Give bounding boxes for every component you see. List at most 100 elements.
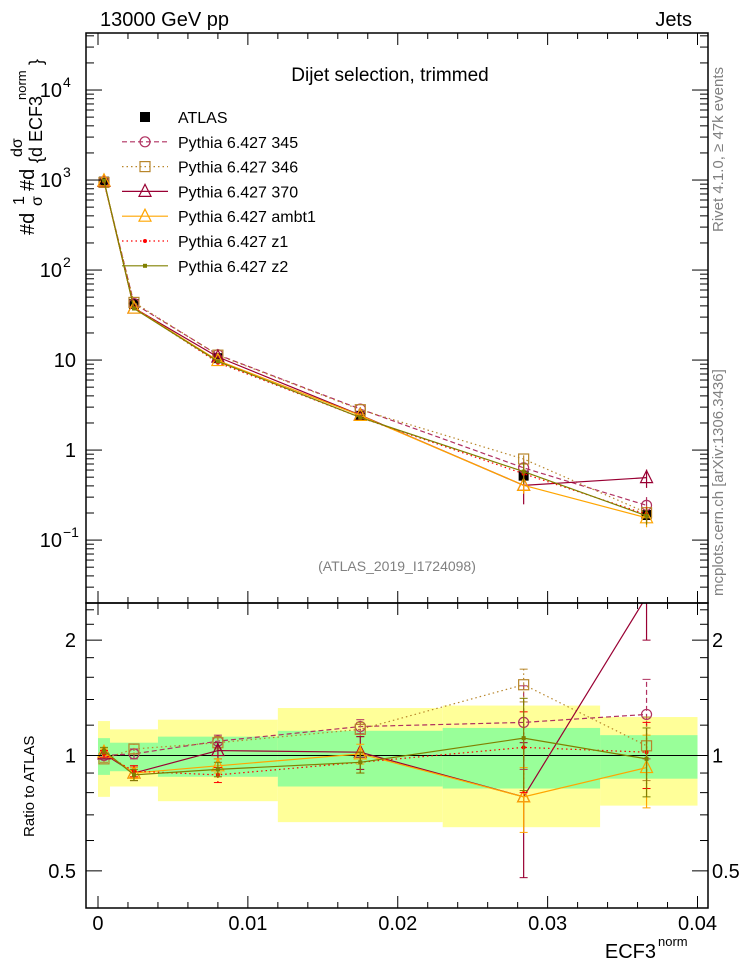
y-tick-label: 10 bbox=[40, 80, 62, 102]
legend-marker bbox=[143, 239, 147, 243]
ratio-y-tick-label: 2 bbox=[65, 630, 76, 652]
ratio-point bbox=[128, 743, 140, 755]
series-346 bbox=[98, 176, 653, 521]
legend-entry: Pythia 6.427 370 bbox=[122, 183, 298, 201]
ratio-point bbox=[641, 589, 653, 601]
data-point bbox=[126, 299, 141, 314]
legend-marker bbox=[140, 112, 150, 122]
analysis-annotation: (ATLAS_2019_I1724098) bbox=[318, 558, 476, 574]
y-label-d2: #d bbox=[17, 169, 39, 191]
legend-marker bbox=[138, 183, 152, 197]
series-line bbox=[103, 181, 647, 506]
legend-entry: ATLAS bbox=[140, 110, 228, 127]
stat-uncertainty-band bbox=[442, 727, 601, 789]
y-label-one: 1 bbox=[11, 196, 28, 205]
data-point bbox=[101, 178, 106, 183]
rivet-label: Rivet 4.1.0, ≥ 47k events bbox=[710, 67, 727, 232]
ratio-y-axis-label: Ratio to ATLAS bbox=[21, 736, 38, 837]
legend-label: Pythia 6.427 370 bbox=[178, 184, 298, 201]
y-tick-label: 10 bbox=[40, 530, 62, 552]
legend-marker bbox=[139, 136, 151, 148]
data-point bbox=[521, 469, 526, 474]
ratio-series-line bbox=[103, 737, 647, 776]
data-point bbox=[639, 469, 654, 484]
legend-marker bbox=[139, 161, 151, 173]
data-point bbox=[131, 306, 136, 311]
series-z2 bbox=[101, 178, 649, 525]
series-line bbox=[103, 181, 647, 515]
series-line bbox=[103, 180, 647, 517]
legend-entry: Pythia 6.427 ambt1 bbox=[122, 207, 316, 226]
ratio-point bbox=[518, 679, 530, 691]
data-point bbox=[516, 477, 531, 491]
legend-entry: Pythia 6.427 z2 bbox=[122, 259, 288, 276]
legend-label: Pythia 6.427 z2 bbox=[178, 259, 288, 276]
x-tick-label: 0.01 bbox=[228, 913, 267, 935]
legend: ATLAS Pythia 6.427 345 Pythia 6.427 346 Pyt… bbox=[122, 110, 316, 276]
data-point bbox=[215, 359, 220, 364]
ratio-point bbox=[215, 767, 220, 772]
data-point bbox=[644, 513, 649, 518]
legend-label: Pythia 6.427 346 bbox=[178, 160, 298, 177]
legend-entry: Pythia 6.427 345 bbox=[122, 135, 298, 152]
stat-uncertainty-band bbox=[600, 735, 698, 779]
legend-label: Pythia 6.427 ambt1 bbox=[178, 209, 316, 226]
ratio-point bbox=[354, 723, 366, 735]
y-tick-label: 10 bbox=[54, 350, 76, 372]
data-point bbox=[98, 176, 110, 189]
ratio-point bbox=[358, 760, 363, 765]
x-axis-label-sup: norm bbox=[658, 934, 688, 949]
ratio-point bbox=[516, 788, 531, 803]
series-line bbox=[103, 180, 647, 519]
header-left: 13000 GeV pp bbox=[100, 9, 229, 31]
x-tick-label: 0 bbox=[92, 913, 103, 935]
legend-entry: Pythia 6.427 346 bbox=[122, 160, 298, 177]
ratio-y-tick-label-right: 1 bbox=[712, 746, 723, 768]
data-point bbox=[358, 415, 363, 420]
ratio-y-tick-label: 0.5 bbox=[48, 861, 76, 883]
main-panel bbox=[97, 172, 654, 528]
y-label-sup: norm bbox=[14, 70, 29, 100]
legend-marker bbox=[143, 263, 147, 268]
ratio-series-z2 bbox=[99, 697, 651, 798]
ratio-point bbox=[131, 772, 136, 777]
y-tick-label: 1 bbox=[65, 440, 76, 462]
ratio-point bbox=[101, 748, 106, 753]
series-line bbox=[103, 182, 647, 514]
x-axis-label: ECF3 bbox=[605, 941, 656, 963]
ratio-y-tick-label-right: 0.5 bbox=[712, 861, 740, 883]
y-label-d1: #d bbox=[17, 213, 39, 235]
ratio-point bbox=[640, 708, 653, 721]
y-tick-label: 10 bbox=[40, 260, 62, 282]
ratio-y-tick-label: 1 bbox=[65, 746, 76, 768]
ratio-panel bbox=[86, 589, 708, 879]
series-ambt1 bbox=[97, 172, 654, 528]
series-345 bbox=[98, 176, 653, 516]
y-tick-exponent: 2 bbox=[63, 254, 71, 270]
y-label-dsigma: dσ bbox=[9, 138, 26, 157]
series-z1 bbox=[101, 179, 649, 523]
mcplots-label: mcplots.cern.ch [arXiv:1306.3436] bbox=[710, 369, 727, 596]
y-tick-exponent: 4 bbox=[63, 74, 71, 90]
x-tick-label: 0.02 bbox=[378, 913, 417, 935]
y-tick-exponent: 3 bbox=[63, 164, 71, 180]
y-tick-label: 10 bbox=[40, 170, 62, 192]
ratio-series-line bbox=[103, 684, 647, 760]
header-right: Jets bbox=[655, 9, 692, 31]
main-y-axis-label: #d 1 σ #d dσ {d ECF3 norm } bbox=[9, 59, 46, 235]
y-label-den: {d ECF3 bbox=[26, 96, 46, 163]
ratio-point bbox=[644, 756, 649, 761]
y-label-sigma: σ bbox=[29, 196, 46, 206]
ratio-series-line bbox=[103, 746, 647, 776]
y-label-close: } bbox=[26, 59, 46, 65]
ratio-point bbox=[210, 742, 225, 757]
legend-entry: Pythia 6.427 z1 bbox=[122, 234, 288, 251]
ratio-series-line bbox=[103, 751, 647, 798]
ratio-point bbox=[521, 736, 526, 741]
x-tick-label: 0.04 bbox=[678, 913, 717, 935]
x-tick-label: 0.03 bbox=[528, 913, 567, 935]
series-line bbox=[103, 181, 647, 486]
legend-label: Pythia 6.427 345 bbox=[178, 135, 298, 152]
